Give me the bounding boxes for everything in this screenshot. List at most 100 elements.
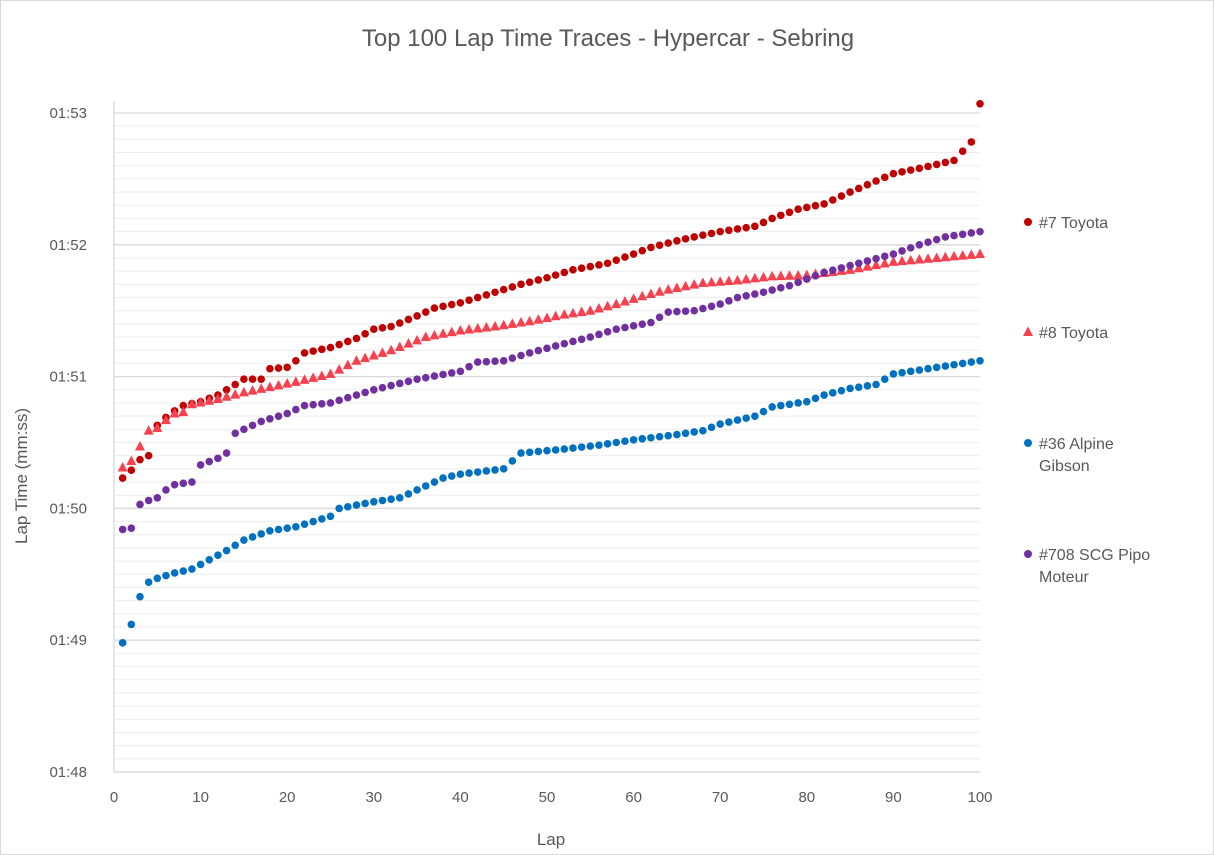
data-point xyxy=(586,442,595,450)
data-point xyxy=(889,250,898,258)
data-point xyxy=(170,480,179,489)
data-point xyxy=(473,468,482,476)
data-point xyxy=(976,356,984,365)
data-point xyxy=(595,261,603,269)
x-tick-label: 80 xyxy=(798,789,815,806)
data-point xyxy=(569,266,577,274)
data-point xyxy=(655,241,664,250)
data-point xyxy=(637,290,648,301)
data-point xyxy=(603,327,612,336)
data-point xyxy=(576,306,587,317)
data-point xyxy=(680,280,691,291)
data-point xyxy=(352,334,361,343)
data-point xyxy=(344,337,352,346)
data-point xyxy=(716,300,724,308)
data-point xyxy=(967,229,976,237)
data-point xyxy=(820,200,828,208)
data-point xyxy=(828,389,837,397)
data-point xyxy=(550,310,561,321)
data-point xyxy=(282,378,293,388)
data-point xyxy=(430,478,439,486)
data-point xyxy=(136,455,144,464)
data-point xyxy=(160,414,171,425)
legend-marker xyxy=(1024,439,1032,447)
data-point xyxy=(543,446,551,455)
data-point xyxy=(725,226,733,235)
data-point xyxy=(456,367,465,376)
data-point xyxy=(577,335,586,344)
data-point xyxy=(794,205,802,214)
data-point xyxy=(351,355,362,365)
data-point xyxy=(499,285,508,294)
data-point xyxy=(465,469,473,477)
data-point xyxy=(404,490,413,498)
data-point xyxy=(671,282,682,292)
data-point xyxy=(395,379,404,388)
data-point xyxy=(854,383,863,391)
data-point xyxy=(967,138,976,146)
x-axis-label: Lap xyxy=(537,830,565,849)
data-point xyxy=(681,307,690,315)
data-point xyxy=(309,347,317,355)
data-point xyxy=(430,372,439,380)
data-point xyxy=(673,430,681,439)
data-point xyxy=(170,569,179,577)
data-point xyxy=(309,517,317,526)
data-point xyxy=(681,429,690,438)
data-point xyxy=(957,250,968,260)
data-point xyxy=(240,536,248,544)
data-point xyxy=(940,251,951,262)
data-point xyxy=(370,498,378,506)
data-point xyxy=(767,270,778,281)
data-point xyxy=(777,401,785,410)
data-point xyxy=(386,344,397,355)
data-point xyxy=(846,384,854,393)
data-point xyxy=(344,502,352,511)
data-point xyxy=(231,429,240,438)
data-point xyxy=(283,524,292,532)
data-point xyxy=(628,293,639,303)
data-point xyxy=(144,496,153,505)
data-point xyxy=(266,414,274,423)
data-point xyxy=(186,398,197,409)
data-point xyxy=(967,358,976,366)
data-point xyxy=(188,565,196,573)
data-point xyxy=(559,309,570,319)
data-point xyxy=(300,401,309,410)
data-point xyxy=(240,425,248,434)
data-point xyxy=(274,525,283,534)
data-point xyxy=(413,375,421,384)
data-point xyxy=(290,376,301,386)
data-point xyxy=(318,400,326,408)
data-point xyxy=(905,254,916,265)
data-point xyxy=(586,262,595,271)
data-point xyxy=(439,370,447,379)
data-point xyxy=(143,425,154,435)
data-point xyxy=(551,271,560,279)
data-point xyxy=(273,379,284,390)
data-point xyxy=(941,362,950,370)
data-point xyxy=(222,546,231,555)
data-point xyxy=(715,276,726,286)
data-point xyxy=(447,472,456,480)
data-point xyxy=(517,280,525,289)
data-point xyxy=(214,454,222,463)
data-point xyxy=(647,243,655,252)
data-point xyxy=(413,486,421,494)
data-point xyxy=(664,431,673,440)
data-point xyxy=(569,444,577,452)
data-point xyxy=(542,312,552,322)
data-point xyxy=(663,284,674,294)
data-point xyxy=(569,337,577,346)
data-point xyxy=(603,259,612,268)
data-point xyxy=(673,307,681,316)
data-point xyxy=(533,314,544,324)
y-tick-label: 01:48 xyxy=(49,764,87,781)
data-point xyxy=(309,400,317,409)
data-point xyxy=(247,385,258,395)
data-point xyxy=(723,275,734,286)
data-point xyxy=(334,364,345,374)
data-point xyxy=(742,223,750,232)
data-point xyxy=(222,385,231,394)
legend-item: #36 Alpine Gibson xyxy=(1024,436,1114,475)
